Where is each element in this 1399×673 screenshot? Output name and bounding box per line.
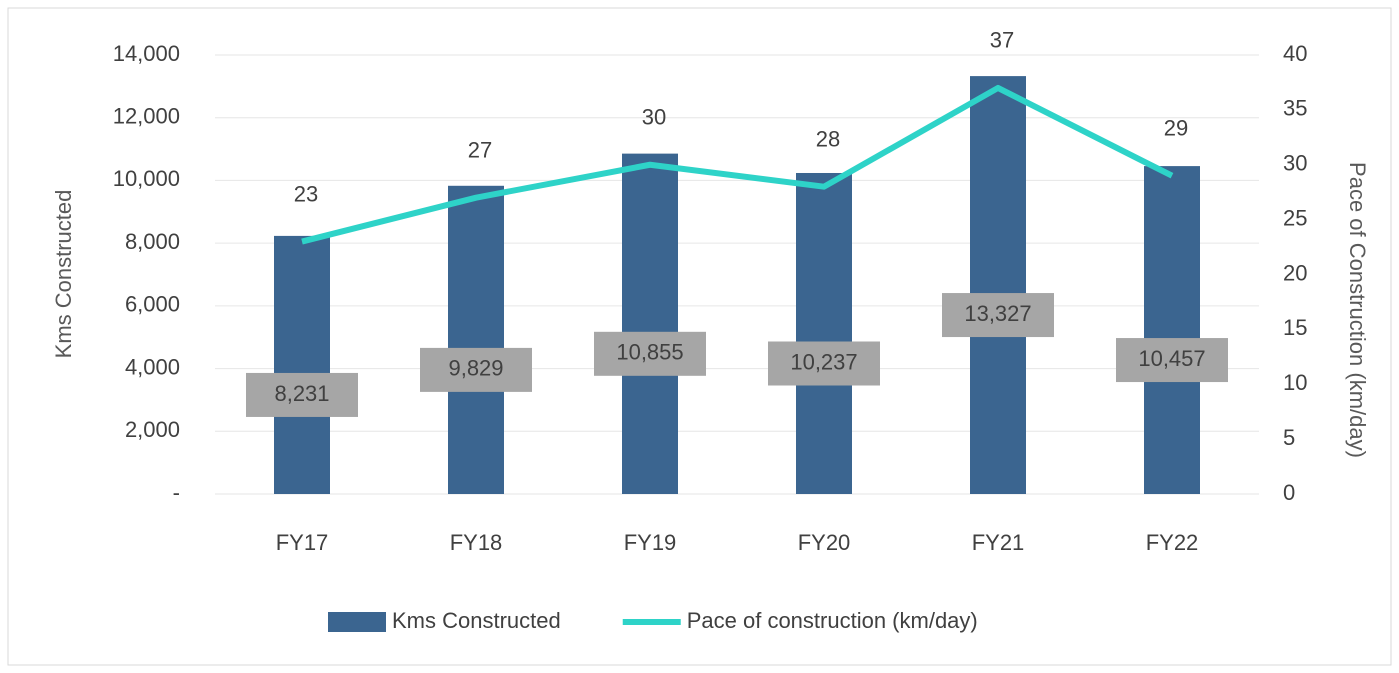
line-value-label: 27 bbox=[468, 137, 492, 162]
y-tick-label: 4,000 bbox=[125, 354, 180, 379]
bar bbox=[274, 235, 330, 494]
x-tick-label: FY18 bbox=[450, 530, 503, 555]
legend-swatch bbox=[328, 612, 386, 632]
line-value-label: 28 bbox=[816, 127, 840, 152]
bar-label-box bbox=[768, 341, 880, 386]
y-tick-label: - bbox=[173, 480, 180, 505]
bar-value-label: 10,237 bbox=[790, 349, 857, 374]
bar bbox=[622, 153, 678, 494]
line-value-label: 29 bbox=[1164, 116, 1188, 141]
y2-tick-label: 30 bbox=[1283, 151, 1307, 176]
x-tick-label: FY19 bbox=[624, 530, 677, 555]
bar-value-label: 10,457 bbox=[1138, 346, 1205, 371]
y-tick-label: 12,000 bbox=[113, 104, 180, 129]
bar bbox=[970, 76, 1026, 494]
y2-tick-label: 35 bbox=[1283, 96, 1307, 121]
y2-tick-label: 10 bbox=[1283, 370, 1307, 395]
legend-label: Pace of construction (km/day) bbox=[687, 608, 978, 633]
y-tick-label: 6,000 bbox=[125, 292, 180, 317]
bar-label-box bbox=[942, 293, 1054, 338]
line-value-label: 23 bbox=[294, 181, 318, 206]
x-tick-label: FY21 bbox=[972, 530, 1025, 555]
y-tick-label: 10,000 bbox=[113, 166, 180, 191]
y2-tick-label: 0 bbox=[1283, 480, 1295, 505]
legend-label: Kms Constructed bbox=[392, 608, 561, 633]
bar-label-box bbox=[1116, 338, 1228, 383]
y-axis-title: Kms Constructed bbox=[51, 190, 76, 359]
y2-axis-title: Pace of Construction (km/day) bbox=[1345, 162, 1370, 458]
x-tick-label: FY20 bbox=[798, 530, 851, 555]
line bbox=[301, 84, 1174, 245]
bar bbox=[796, 172, 852, 494]
y-tick-label: 2,000 bbox=[125, 417, 180, 442]
line-value-label: 30 bbox=[642, 105, 666, 130]
x-tick-label: FY17 bbox=[276, 530, 329, 555]
bar bbox=[1144, 166, 1200, 494]
bar-value-label: 13,327 bbox=[964, 301, 1031, 326]
y2-tick-label: 5 bbox=[1283, 425, 1295, 450]
bar-value-label: 9,829 bbox=[448, 356, 503, 381]
x-tick-label: FY22 bbox=[1146, 530, 1199, 555]
y2-tick-label: 15 bbox=[1283, 315, 1307, 340]
bar-value-label: 10,855 bbox=[616, 340, 683, 365]
y2-tick-label: 25 bbox=[1283, 205, 1307, 230]
y-tick-label: 8,000 bbox=[125, 229, 180, 254]
y-tick-label: 14,000 bbox=[113, 41, 180, 66]
bar-value-label: 8,231 bbox=[274, 381, 329, 406]
bar-label-box bbox=[594, 331, 706, 376]
bar-label-box bbox=[420, 347, 532, 392]
y2-tick-label: 20 bbox=[1283, 260, 1307, 285]
y2-tick-label: 40 bbox=[1283, 41, 1307, 66]
bar bbox=[448, 185, 504, 494]
line-value-label: 37 bbox=[990, 28, 1014, 53]
bar-label-box bbox=[246, 372, 358, 417]
